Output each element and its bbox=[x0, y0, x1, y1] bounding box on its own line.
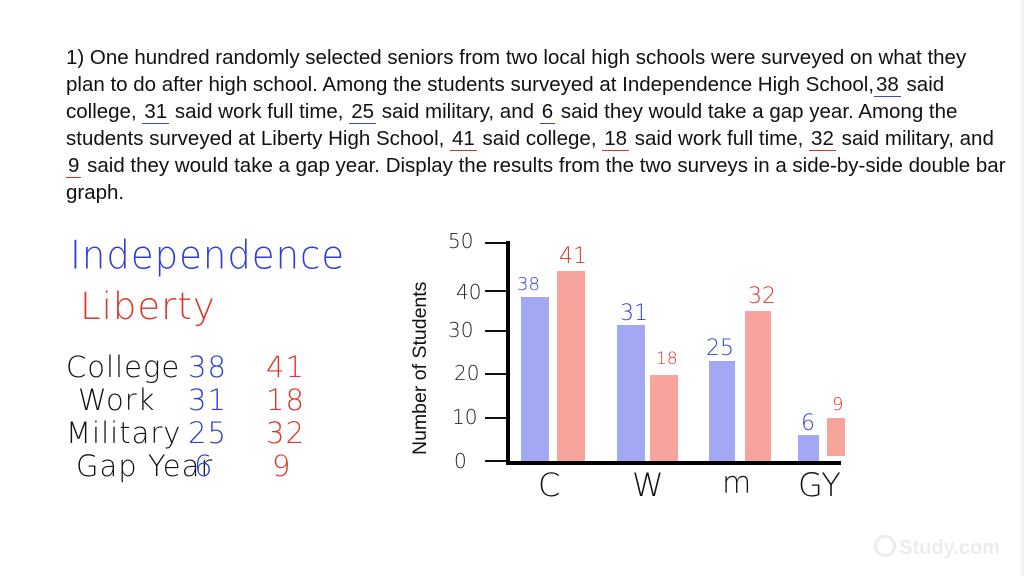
y-tick-label: 30 bbox=[448, 318, 474, 342]
lib-work-value: 18 bbox=[602, 127, 630, 151]
edge-divider bbox=[1021, 0, 1024, 576]
x-category-label: GY bbox=[798, 466, 841, 504]
bar-value-label: 25 bbox=[706, 336, 734, 361]
y-tick bbox=[485, 290, 507, 292]
y-tick-label: 0 bbox=[454, 449, 467, 473]
problem-text: said college, bbox=[482, 127, 597, 150]
ind-military-value: 25 bbox=[349, 100, 377, 124]
x-category-label: W bbox=[632, 466, 664, 504]
bar-value-label: 6 bbox=[801, 411, 815, 436]
bar-value-label: 38 bbox=[517, 274, 540, 295]
bar-college-liberty bbox=[557, 271, 585, 461]
problem-text: said they would take a gap year. Display… bbox=[66, 154, 1006, 204]
x-category-label: M bbox=[722, 466, 752, 501]
category-label: College bbox=[66, 350, 181, 384]
x-axis bbox=[506, 461, 841, 465]
study-logo-icon bbox=[874, 535, 897, 557]
category-label: Gap Year bbox=[76, 449, 214, 483]
ind-college-value: 38 bbox=[874, 73, 901, 97]
y-tick bbox=[485, 417, 507, 419]
independence-value: 6 bbox=[194, 449, 214, 483]
y-tick-label: 10 bbox=[452, 405, 478, 429]
y-tick bbox=[485, 242, 507, 244]
y-tick-label: 50 bbox=[448, 229, 474, 253]
problem-text: said military, and bbox=[381, 100, 535, 123]
liberty-value: 32 bbox=[266, 416, 305, 450]
y-axis bbox=[506, 241, 510, 465]
y-tick bbox=[485, 330, 507, 332]
bar-value-label: 41 bbox=[559, 244, 587, 269]
liberty-value: 41 bbox=[266, 350, 305, 384]
y-tick-label: 20 bbox=[454, 361, 480, 385]
bar-military-independence bbox=[709, 361, 735, 461]
y-tick-label: 40 bbox=[456, 280, 482, 304]
category-label: Work bbox=[78, 383, 156, 417]
problem-text: 1) One hundred randomly selected seniors… bbox=[66, 46, 967, 96]
ind-work-value: 31 bbox=[142, 100, 170, 124]
problem-text: said they would take a gap year. Among t… bbox=[66, 100, 958, 150]
problem-text: said military, and bbox=[841, 127, 994, 150]
legend-liberty: Liberty bbox=[80, 285, 216, 328]
liberty-value: 9 bbox=[272, 449, 292, 483]
problem-text: said college, bbox=[66, 73, 945, 123]
independence-value: 25 bbox=[188, 416, 227, 450]
bar-gapyear-liberty bbox=[827, 418, 845, 456]
bar-value-label: 9 bbox=[832, 394, 844, 415]
bar-value-label: 18 bbox=[656, 349, 678, 369]
liberty-value: 18 bbox=[266, 383, 305, 417]
y-tick bbox=[485, 373, 507, 375]
bar-work-liberty bbox=[650, 375, 678, 461]
problem-statement: 1) One hundred randomly selected seniors… bbox=[66, 44, 1006, 206]
y-axis-label: Number of Students bbox=[409, 281, 431, 455]
watermark-text: Study.com bbox=[899, 537, 1000, 559]
watermark: Study.com bbox=[874, 535, 1000, 560]
y-tick bbox=[485, 460, 507, 462]
independence-value: 31 bbox=[188, 383, 227, 417]
independence-value: 38 bbox=[188, 350, 227, 384]
bar-value-label: 32 bbox=[748, 284, 776, 309]
problem-text: said work full time, bbox=[634, 127, 804, 150]
bar-value-label: 31 bbox=[620, 301, 648, 326]
bar-military-liberty bbox=[745, 311, 771, 461]
x-category-label: C bbox=[538, 466, 561, 504]
lib-military-value: 32 bbox=[809, 127, 836, 151]
bar-gapyear-independence bbox=[798, 435, 819, 461]
category-label: Military bbox=[66, 416, 182, 450]
legend-independence: Independence bbox=[70, 232, 346, 279]
lib-college-value: 41 bbox=[450, 127, 477, 151]
problem-text: said work full time, bbox=[174, 100, 344, 123]
bar-college-independence bbox=[521, 297, 549, 461]
lib-gap-value: 9 bbox=[66, 154, 82, 178]
ind-gap-value: 6 bbox=[539, 100, 556, 124]
bar-work-independence bbox=[617, 325, 645, 461]
